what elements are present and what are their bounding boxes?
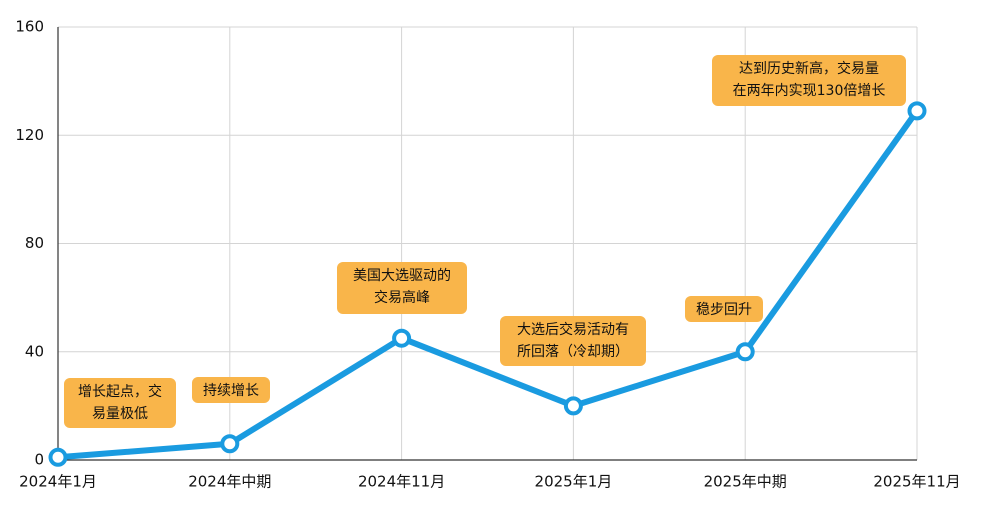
annotation-text: 大选后交易活动有 xyxy=(517,321,629,338)
x-tick-label: 2025年中期 xyxy=(704,473,787,491)
data-point xyxy=(907,101,927,121)
y-tick-label: 120 xyxy=(15,126,44,144)
x-tick-label: 2025年1月 xyxy=(535,473,613,491)
annotation-box xyxy=(712,55,906,106)
annotation-text: 增长起点，交 xyxy=(78,383,162,400)
x-tick-label: 2024年1月 xyxy=(19,473,97,491)
annotation-text: 美国大选驱动的 xyxy=(353,268,451,284)
annotation-text: 交易高峰 xyxy=(374,289,430,306)
data-point xyxy=(735,342,755,362)
data-point xyxy=(563,396,583,416)
data-line xyxy=(57,109,920,461)
annotation-text: 达到历史新高，交易量 xyxy=(739,60,879,77)
annotation-box xyxy=(337,262,467,314)
annotation-text: 所回落（冷却期） xyxy=(517,344,629,360)
annotation-box xyxy=(500,316,646,366)
y-tick-label: 160 xyxy=(15,18,44,36)
annotation-text: 持续增长 xyxy=(203,382,259,399)
y-tick-label: 80 xyxy=(25,234,44,252)
annotation-box xyxy=(685,296,763,322)
annotation-box xyxy=(64,378,176,428)
x-tick-label: 2024年11月 xyxy=(358,473,445,491)
annotation-text: 稳步回升 xyxy=(696,302,752,318)
x-tick-label: 2025年11月 xyxy=(873,473,960,491)
y-tick-label: 0 xyxy=(34,451,44,469)
data-point xyxy=(220,434,240,454)
data-point xyxy=(48,447,68,467)
annotation-text: 在两年内实现130倍增长 xyxy=(733,83,886,99)
x-tick-label: 2024年中期 xyxy=(188,473,271,491)
data-point xyxy=(392,328,412,348)
annotation-text: 易量极低 xyxy=(92,406,148,422)
y-tick-label: 40 xyxy=(25,342,44,360)
annotation-box xyxy=(192,377,270,403)
